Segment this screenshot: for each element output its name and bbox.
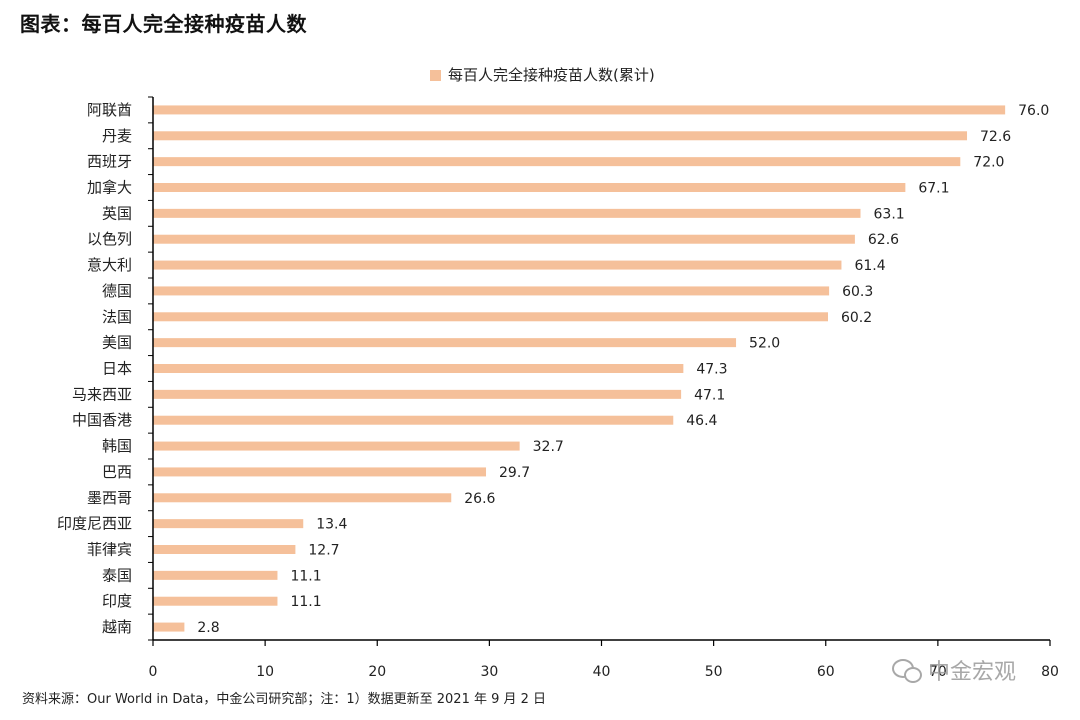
bar (153, 183, 906, 192)
category-label: 西班牙 (87, 153, 132, 171)
bar (153, 519, 304, 529)
category-label: 以色列 (87, 230, 132, 248)
value-label: 11.1 (290, 594, 321, 610)
value-label: 62.6 (868, 232, 899, 248)
x-tick-label: 30 (480, 664, 498, 680)
bar (153, 157, 961, 167)
value-label: 2.8 (197, 620, 219, 636)
page-title: 图表：每百人完全接种疫苗人数 (20, 12, 307, 36)
bar (153, 208, 861, 218)
bar (153, 364, 684, 373)
bar (153, 596, 278, 606)
value-label: 60.2 (841, 310, 872, 326)
category-label: 日本 (102, 360, 132, 378)
watermark: 中金宏观 (892, 654, 1016, 686)
category-label: 印度 (102, 592, 132, 610)
category-label: 英国 (102, 204, 132, 222)
x-tick-label: 10 (256, 664, 274, 680)
bar (153, 441, 520, 451)
category-label: 美国 (102, 334, 132, 352)
value-label: 52.0 (749, 336, 780, 352)
category-label: 泰国 (102, 566, 132, 584)
category-label: 菲律宾 (87, 541, 132, 559)
bar (153, 131, 968, 141)
bar (153, 105, 1006, 115)
value-label: 26.6 (464, 491, 495, 507)
value-label: 60.3 (842, 284, 873, 300)
value-label: 61.4 (854, 258, 885, 274)
watermark-text: 中金宏观 (928, 660, 1017, 685)
value-label: 63.1 (874, 206, 905, 222)
bar (153, 312, 828, 322)
bar (153, 622, 185, 632)
value-label: 46.4 (686, 413, 717, 429)
value-label: 11.1 (290, 568, 321, 584)
category-label: 印度尼西亚 (57, 515, 132, 533)
value-label: 72.0 (973, 155, 1004, 171)
category-label: 巴西 (102, 463, 132, 481)
category-label: 意大利 (87, 256, 132, 274)
value-label: 12.7 (308, 543, 339, 559)
bar (153, 545, 296, 554)
x-tick-label: 60 (817, 664, 835, 680)
x-tick-label: 0 (149, 664, 158, 680)
x-tick-label: 80 (1041, 664, 1059, 680)
category-label: 越南 (102, 618, 132, 636)
source-note: 资料来源：Our World in Data，中金公司研究部；注：1）数据更新至… (22, 692, 547, 707)
x-tick-label: 50 (705, 664, 723, 680)
x-tick-label: 20 (368, 664, 386, 680)
value-label: 32.7 (533, 439, 564, 455)
bar (153, 260, 842, 270)
legend-label: 每百人完全接种疫苗人数(累计) (448, 66, 655, 84)
legend-swatch (430, 70, 441, 81)
category-label: 阿联酋 (87, 101, 132, 119)
bar (153, 415, 674, 425)
category-label: 韩国 (102, 437, 132, 455)
category-label: 马来西亚 (72, 385, 132, 403)
x-tick-label: 70 (929, 664, 947, 680)
value-label: 76.0 (1018, 103, 1049, 119)
category-label: 加拿大 (87, 179, 132, 197)
wechat-icon (892, 657, 922, 683)
category-label: 中国香港 (72, 411, 132, 429)
bar (153, 467, 487, 477)
value-label: 29.7 (499, 465, 530, 481)
bar (153, 389, 682, 399)
x-tick-label: 40 (593, 664, 611, 680)
category-label: 德国 (102, 282, 132, 300)
bar (153, 570, 278, 580)
value-label: 47.3 (696, 362, 727, 378)
value-label: 72.6 (980, 129, 1011, 145)
category-label: 墨西哥 (87, 489, 132, 507)
bar (153, 493, 452, 503)
value-label: 67.1 (918, 181, 949, 197)
bar (153, 338, 737, 348)
bar (153, 234, 855, 244)
bar (153, 286, 830, 296)
value-label: 13.4 (316, 517, 347, 533)
category-label: 丹麦 (102, 127, 132, 145)
value-label: 47.1 (694, 387, 725, 403)
category-label: 法国 (102, 308, 132, 326)
